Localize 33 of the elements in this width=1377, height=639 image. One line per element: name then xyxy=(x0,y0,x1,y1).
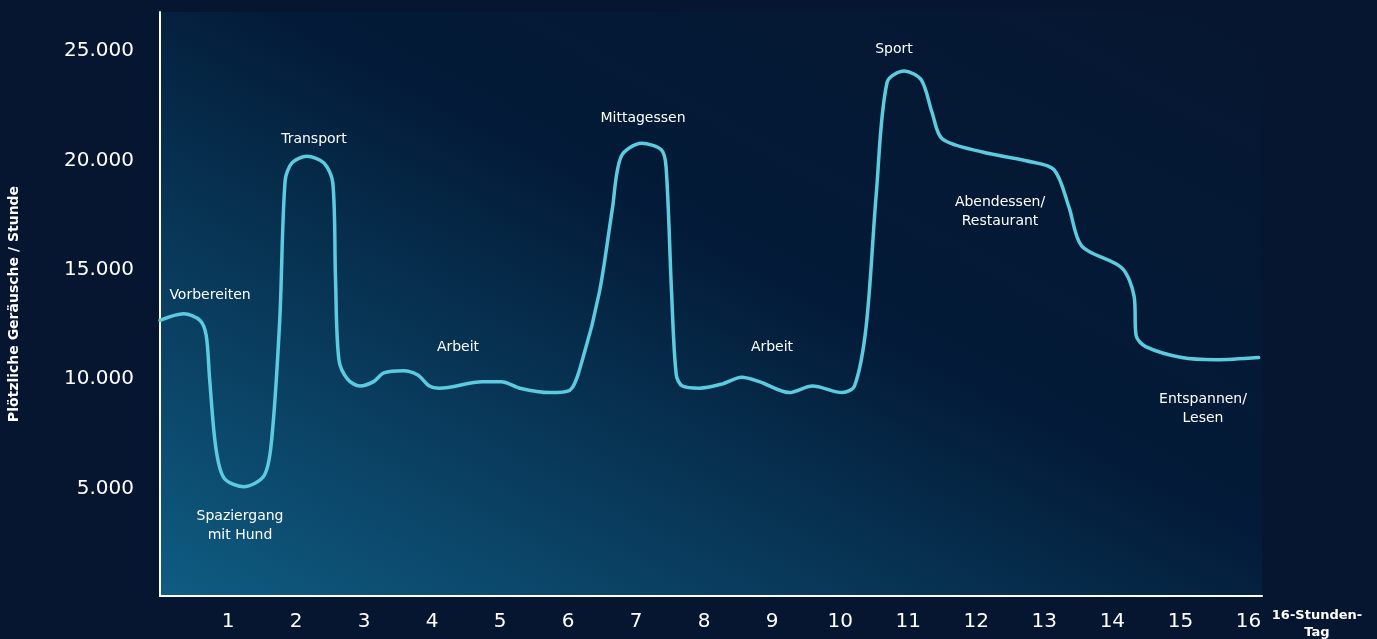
y-axis-title: Plötzliche Geräusche / Stunde xyxy=(5,185,21,423)
x-tick-label: 9 xyxy=(765,608,779,632)
annotation: Transport xyxy=(280,130,348,146)
y-tick-label: 20.000 xyxy=(64,146,134,171)
x-tick-label: 13 xyxy=(1031,608,1058,632)
y-tick-label: 5.000 xyxy=(76,474,134,499)
annotation: Arbeit xyxy=(436,338,480,354)
annotation: Sport xyxy=(875,40,914,56)
x-tick-label: 14 xyxy=(1099,608,1126,632)
x-tick-label: 12 xyxy=(963,608,990,632)
line-series xyxy=(158,69,1261,489)
x-tick-label: 5 xyxy=(493,608,507,632)
x-tick-label: 7 xyxy=(629,608,643,632)
x-tick-label: 8 xyxy=(697,608,711,632)
x-tick-label: 16 xyxy=(1235,608,1262,632)
annotation: Spaziergang mit Hund xyxy=(196,506,284,542)
x-tick-label: 15 xyxy=(1167,608,1194,632)
x-tick-label: 1 xyxy=(221,608,235,632)
y-tick-label: 25.000 xyxy=(64,37,134,62)
x-tick-label: 10 xyxy=(827,608,853,632)
x-tick-label: 11 xyxy=(895,608,921,632)
x-axis-title: 16-Stunden- Tag xyxy=(1271,607,1363,639)
x-tick-label: 2 xyxy=(289,608,303,632)
x-tick-label: 3 xyxy=(357,608,371,632)
annotation: Vorbereiten xyxy=(169,286,251,302)
x-tick-label: 4 xyxy=(425,608,439,632)
annotation: Mittagessen xyxy=(600,109,686,125)
annotation: Arbeit xyxy=(750,338,794,354)
annotation: Abendessen/ Restaurant xyxy=(954,192,1046,228)
y-tick-label: 15.000 xyxy=(64,255,134,280)
y-tick-label: 10.000 xyxy=(64,365,134,390)
annotation: Entspannen/ Lesen xyxy=(1159,389,1248,425)
x-tick-label: 6 xyxy=(561,608,575,632)
